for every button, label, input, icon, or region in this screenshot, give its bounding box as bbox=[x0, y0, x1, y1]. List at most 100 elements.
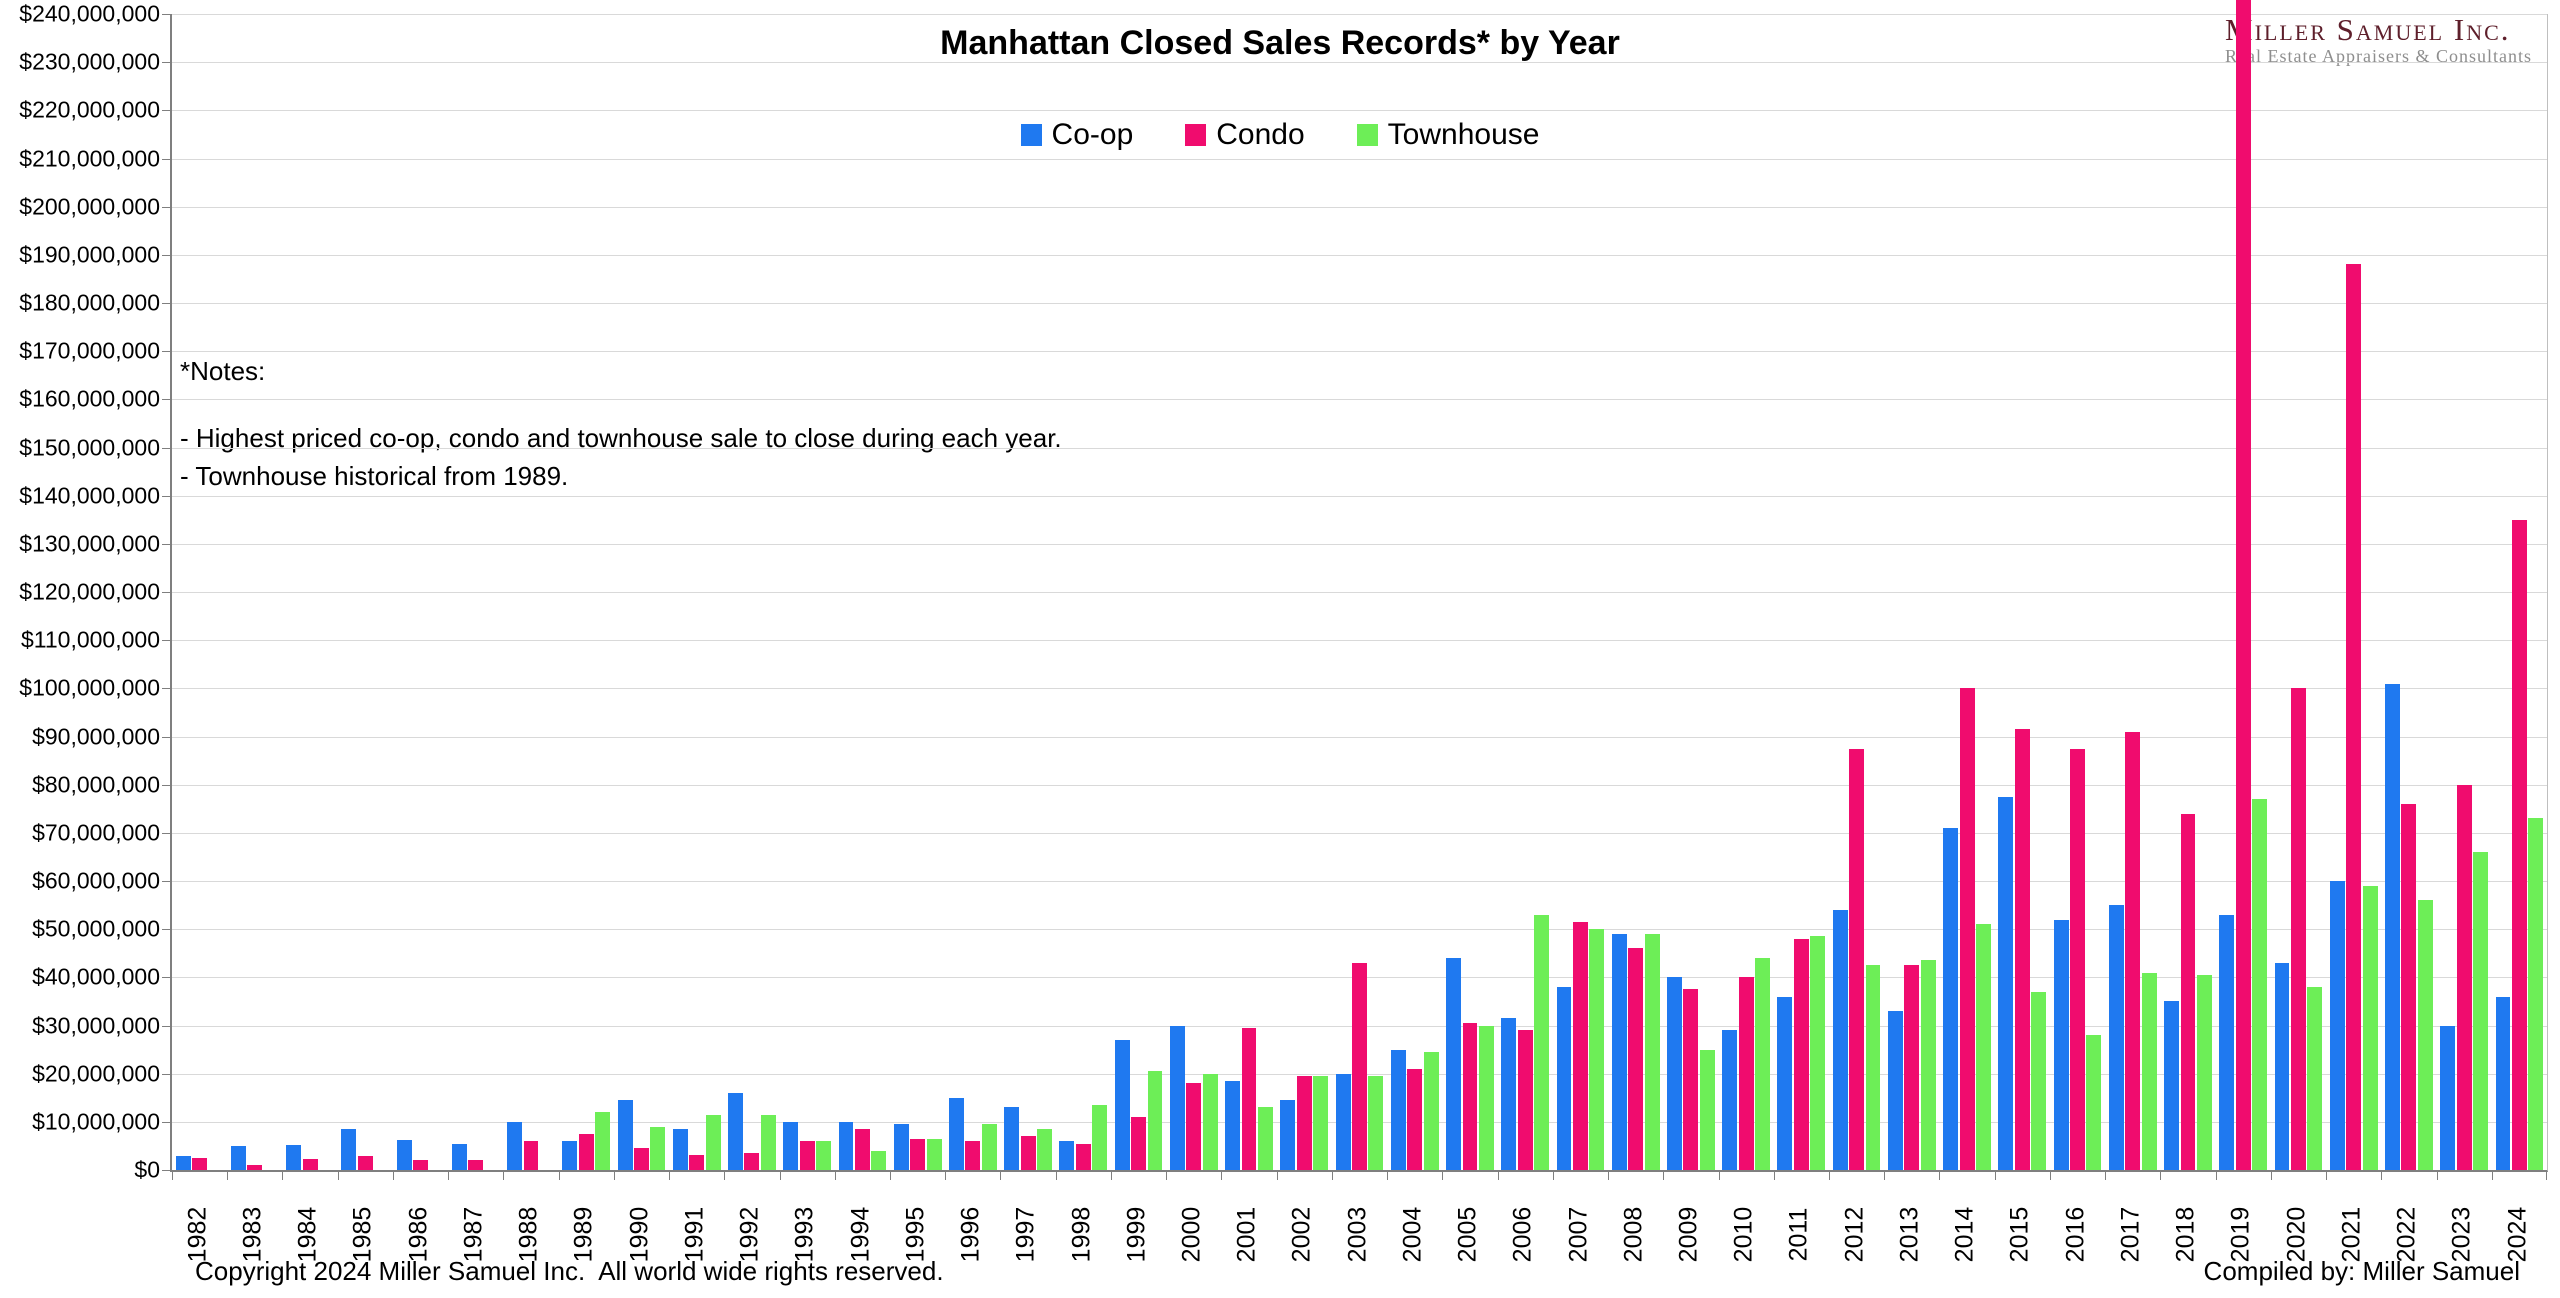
y-axis-label: $80,000,000 bbox=[32, 771, 160, 798]
y-axis-label: $110,000,000 bbox=[21, 626, 160, 653]
bar-2016-coop bbox=[2053, 919, 2069, 1170]
x-axis-label: 1998 bbox=[1066, 1206, 1095, 1263]
bar-2022-coop bbox=[2385, 683, 2400, 1170]
gridline bbox=[172, 543, 2547, 545]
condo-swatch-icon bbox=[1185, 124, 1207, 146]
x-axis-tick bbox=[1884, 1172, 1886, 1180]
bar-2005-coop bbox=[1446, 958, 1461, 1170]
x-axis-label: 2003 bbox=[1342, 1206, 1371, 1263]
x-axis-tick bbox=[669, 1172, 671, 1180]
bar-1998-townhouse bbox=[1092, 1104, 1108, 1170]
bar-2009-coop bbox=[1667, 977, 1682, 1170]
y-axis-label: $50,000,000 bbox=[32, 915, 160, 942]
y-axis-tick bbox=[162, 688, 170, 690]
x-axis-tick bbox=[337, 1172, 339, 1180]
gridline bbox=[172, 592, 2547, 593]
bar-2021-condo bbox=[2346, 264, 2362, 1170]
miller-samuel-logo: Miller Samuel Inc. Real Estate Appraiser… bbox=[2225, 12, 2532, 67]
bar-1999-coop bbox=[1114, 1039, 1130, 1170]
bar-1995-coop bbox=[893, 1124, 909, 1170]
bar-2023-coop bbox=[2440, 1025, 2456, 1170]
x-axis-label: 2009 bbox=[1674, 1206, 1703, 1263]
y-axis-label: $210,000,000 bbox=[19, 145, 160, 171]
x-axis-tick bbox=[2160, 1172, 2162, 1180]
bar-2015-condo bbox=[2014, 729, 2030, 1170]
bar-2008-coop bbox=[1611, 933, 1627, 1170]
bar-2007-coop bbox=[1556, 986, 1572, 1170]
bar-1989-condo bbox=[578, 1133, 594, 1170]
bar-2004-townhouse bbox=[1423, 1052, 1439, 1170]
bar-2013-townhouse bbox=[1920, 960, 1936, 1170]
x-axis-tick bbox=[1221, 1172, 1223, 1180]
plot-area bbox=[162, 0, 2548, 1180]
y-axis-tick bbox=[162, 592, 170, 593]
bar-2013-condo bbox=[1904, 965, 1920, 1170]
y-axis-label: $120,000,000 bbox=[19, 578, 160, 605]
bar-2010-condo bbox=[1738, 977, 1754, 1170]
x-axis-tick bbox=[2491, 1172, 2493, 1180]
bar-2011-coop bbox=[1777, 996, 1793, 1170]
compiled-by-text: Compiled by: Miller Samuel bbox=[2203, 1256, 2520, 1286]
bar-2011-condo bbox=[1793, 938, 1809, 1170]
gridline bbox=[172, 62, 2547, 64]
y-axis-tick bbox=[162, 110, 170, 112]
chart-title: Manhattan Closed Sales Records* by Year bbox=[940, 24, 1620, 62]
y-axis-tick bbox=[162, 640, 170, 642]
bar-2002-condo bbox=[1296, 1076, 1312, 1170]
x-axis-tick bbox=[2326, 1172, 2328, 1180]
bar-2008-townhouse bbox=[1644, 933, 1660, 1170]
bar-2024-condo bbox=[2511, 519, 2527, 1170]
x-axis-tick bbox=[1110, 1172, 1112, 1180]
x-axis-tick bbox=[613, 1172, 615, 1180]
legend: Co-op Condo Townhouse bbox=[0, 118, 2560, 152]
bar-1983-coop bbox=[230, 1145, 246, 1170]
bar-2000-townhouse bbox=[1202, 1073, 1218, 1170]
y-axis-tick bbox=[162, 254, 170, 256]
townhouse-swatch-icon bbox=[1356, 124, 1378, 146]
bar-2015-townhouse bbox=[2031, 991, 2047, 1170]
x-axis-tick bbox=[2215, 1172, 2217, 1180]
x-axis-tick bbox=[503, 1172, 505, 1180]
y-axis-label: $190,000,000 bbox=[19, 241, 160, 268]
bar-1991-townhouse bbox=[705, 1114, 721, 1170]
bar-2020-coop bbox=[2274, 962, 2290, 1170]
y-axis-tick bbox=[162, 351, 170, 353]
gridline bbox=[172, 14, 2547, 15]
gridline bbox=[172, 110, 2547, 112]
bar-2018-townhouse bbox=[2196, 974, 2212, 1170]
legend-item-condo: Condo bbox=[1185, 118, 1305, 152]
y-axis-tick bbox=[162, 62, 170, 64]
x-axis-tick bbox=[1828, 1172, 1830, 1180]
legend-label-townhouse: Townhouse bbox=[1387, 118, 1540, 151]
x-axis-label: 2001 bbox=[1232, 1206, 1261, 1263]
x-axis-tick bbox=[1000, 1172, 1002, 1180]
gridline bbox=[172, 640, 2547, 642]
bar-2017-coop bbox=[2108, 905, 2124, 1170]
bar-2014-condo bbox=[1959, 688, 1975, 1170]
bar-2011-townhouse bbox=[1810, 936, 1826, 1170]
x-axis-label: 2008 bbox=[1619, 1206, 1648, 1263]
x-axis-tick bbox=[2546, 1172, 2547, 1180]
bar-2021-coop bbox=[2329, 881, 2345, 1170]
x-axis-label: 2016 bbox=[2061, 1206, 2090, 1263]
bar-1990-condo bbox=[634, 1148, 649, 1170]
x-axis-tick bbox=[282, 1172, 284, 1180]
coop-swatch-icon bbox=[1020, 124, 1042, 146]
bar-1984-condo bbox=[302, 1159, 318, 1170]
y-axis-tick bbox=[162, 736, 170, 738]
bar-2008-condo bbox=[1628, 948, 1644, 1170]
bar-2010-coop bbox=[1722, 1030, 1738, 1170]
bar-2003-condo bbox=[1352, 962, 1367, 1170]
bar-2017-condo bbox=[2125, 731, 2141, 1170]
legend-label-condo: Condo bbox=[1216, 118, 1305, 151]
x-axis-label: 1997 bbox=[1011, 1206, 1040, 1263]
gridline bbox=[172, 736, 2547, 738]
bar-1988-condo bbox=[523, 1141, 539, 1170]
bar-1982-coop bbox=[175, 1155, 191, 1170]
y-axis-label: $20,000,000 bbox=[32, 1060, 160, 1087]
bar-2003-townhouse bbox=[1368, 1076, 1384, 1170]
bar-2012-townhouse bbox=[1865, 965, 1881, 1170]
y-axis-label: $220,000,000 bbox=[19, 96, 160, 123]
x-axis-tick bbox=[1276, 1172, 1278, 1180]
